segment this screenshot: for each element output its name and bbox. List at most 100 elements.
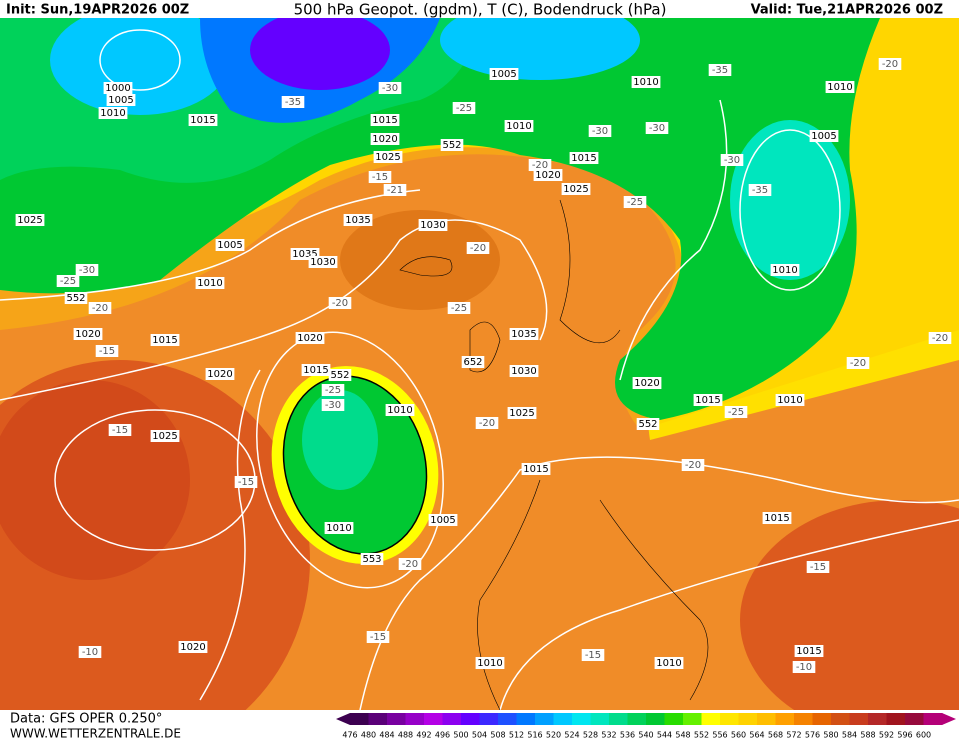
contour-label: -15 xyxy=(810,562,826,573)
contour-label: 1010 xyxy=(772,265,797,276)
contour-label: 1030 xyxy=(511,366,536,377)
colorbar-swatch xyxy=(405,713,425,725)
colorbar-swatch xyxy=(831,713,850,725)
colorbar-label: 596 xyxy=(897,731,912,740)
colorbar-label: 524 xyxy=(564,731,579,740)
colorbar-label: 492 xyxy=(416,731,431,740)
contour-label: 1030 xyxy=(310,257,335,268)
contour-label: -15 xyxy=(585,650,601,661)
map-labels: 100010051010101510251005101010151020-15-… xyxy=(15,58,952,673)
contour-label: 1010 xyxy=(827,82,852,93)
colorbar-label: 544 xyxy=(657,731,672,740)
contour-label: -35 xyxy=(712,65,728,76)
field-warm xyxy=(740,500,959,710)
colorbar-label: 560 xyxy=(731,731,746,740)
label-box xyxy=(507,407,537,419)
field-ridge xyxy=(340,210,500,310)
colorbar-swatch xyxy=(664,713,684,725)
label-box xyxy=(794,645,824,657)
label-box xyxy=(103,82,133,94)
label-box xyxy=(928,332,952,344)
contour-label: 1010 xyxy=(633,77,658,88)
colorbar-swatch xyxy=(516,713,536,725)
label-box xyxy=(150,430,180,442)
label-box xyxy=(528,159,552,171)
label-box xyxy=(809,130,839,142)
label-box xyxy=(846,357,870,369)
contour-label: -20 xyxy=(479,418,495,429)
contour-label: 1015 xyxy=(523,464,548,475)
label-box xyxy=(428,514,458,526)
colorbar-label: 476 xyxy=(342,731,357,740)
contour-label: -15 xyxy=(112,425,128,436)
colorbar-label: 584 xyxy=(842,731,857,740)
contour-label: 1005 xyxy=(491,69,516,80)
colorbar-swatch xyxy=(738,713,758,725)
contour-label: -30 xyxy=(592,126,608,137)
colorbar-swatch xyxy=(886,713,906,725)
contour-label: -30 xyxy=(382,83,398,94)
label-box xyxy=(418,219,448,231)
contour-label: 1020 xyxy=(634,378,659,389)
colorbar-swatch xyxy=(627,713,647,725)
contour-label: 1025 xyxy=(17,215,42,226)
colorbar-label: 576 xyxy=(805,731,820,740)
colorbar-label: 564 xyxy=(749,731,764,740)
field-cold xyxy=(440,18,640,80)
label-box xyxy=(581,649,605,661)
label-box xyxy=(15,214,45,226)
contour-label: -20 xyxy=(932,333,948,344)
contour-label: 552 xyxy=(330,370,349,381)
label-box xyxy=(366,631,390,643)
colorbar-label: 580 xyxy=(823,731,838,740)
contour-label: 1015 xyxy=(764,513,789,524)
label-box xyxy=(301,364,331,376)
colorbar-swatch xyxy=(535,713,554,725)
label-box xyxy=(368,171,392,183)
contour-label: -30 xyxy=(325,400,341,411)
field-cold xyxy=(730,120,850,280)
colorbar-label: 484 xyxy=(379,731,394,740)
label-box xyxy=(98,107,128,119)
label-box xyxy=(188,114,218,126)
contour-label: -25 xyxy=(456,103,472,114)
contour-label: 1000 xyxy=(105,83,130,94)
colorbar-label: 556 xyxy=(712,731,727,740)
label-box xyxy=(398,558,422,570)
label-box xyxy=(504,120,534,132)
label-box xyxy=(383,184,407,196)
contour-label: 1015 xyxy=(695,395,720,406)
label-box xyxy=(56,275,80,287)
colorbar-label: 572 xyxy=(786,731,801,740)
label-box xyxy=(373,151,403,163)
contour-label: -15 xyxy=(99,346,115,357)
colorbar-label: 532 xyxy=(601,731,616,740)
contour-label: 1010 xyxy=(656,658,681,669)
label-box xyxy=(489,68,519,80)
colorbar-swatch xyxy=(775,713,795,725)
label-box xyxy=(447,302,471,314)
colorbar-swatch xyxy=(461,713,480,725)
label-box xyxy=(205,368,235,380)
contour-label: 1015 xyxy=(796,646,821,657)
coastlines xyxy=(399,199,709,710)
label-box xyxy=(75,264,99,276)
colorbar-label: 528 xyxy=(583,731,598,740)
label-box xyxy=(475,657,505,669)
colorbar-swatch xyxy=(701,713,721,725)
field-cold xyxy=(50,18,230,115)
colorbar-swatch xyxy=(424,713,443,725)
contour-label: 1035 xyxy=(511,329,536,340)
label-box xyxy=(806,561,830,573)
label-box xyxy=(623,196,647,208)
colorbar-label: 588 xyxy=(860,731,875,740)
contour-label: -20 xyxy=(332,298,348,309)
label-box xyxy=(654,657,684,669)
contour-label: 552 xyxy=(442,140,461,151)
label-box xyxy=(461,356,485,368)
colorbar-swatch xyxy=(905,713,924,725)
label-box xyxy=(708,64,732,76)
label-box xyxy=(509,365,539,377)
label-box xyxy=(588,125,612,137)
contour-label: 1025 xyxy=(375,152,400,163)
